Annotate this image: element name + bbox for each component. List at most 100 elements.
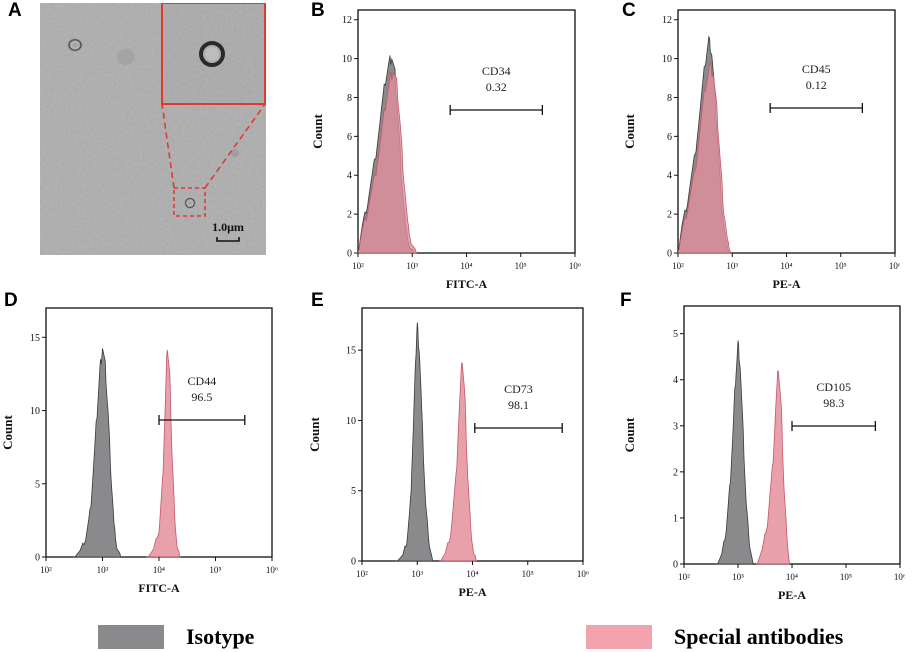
- y-tick-label: 4: [347, 171, 352, 182]
- panel-label-b: B: [311, 0, 325, 21]
- legend-swatch-isotype: [98, 625, 164, 649]
- special-antibodies-histogram: [677, 61, 732, 254]
- isotype-histogram: [395, 322, 434, 562]
- y-tick-label: 1: [673, 513, 678, 524]
- x-tick-label: 10⁴: [460, 261, 472, 271]
- legend-label-isotype: Isotype: [186, 624, 255, 649]
- y-tick-label: 6: [347, 132, 352, 143]
- y-tick-label: 6: [667, 132, 672, 143]
- x-tick-label: 10⁶: [889, 261, 900, 271]
- special-antibodies-histogram: [755, 369, 790, 565]
- selection-box: [173, 187, 206, 217]
- plot-frame: [361, 307, 584, 562]
- y-tick-label: 0: [347, 249, 352, 260]
- plot-frame: [45, 307, 273, 558]
- x-axis-label: FITC-A: [138, 581, 180, 595]
- marker-label: CD44: [188, 374, 217, 388]
- y-tick-label: 2: [673, 467, 678, 478]
- percent-label: 98.3: [823, 396, 844, 410]
- x-tick-label: 10²: [678, 572, 690, 582]
- x-tick-label: 10²: [356, 569, 368, 579]
- panel-label-c: C: [622, 0, 636, 21]
- vesicle: [184, 197, 196, 209]
- x-tick-label: 10⁶: [569, 261, 581, 271]
- x-axis-label: PE-A: [778, 588, 806, 602]
- x-tick-label: 10⁵: [522, 569, 534, 579]
- y-tick-label: 8: [667, 93, 672, 104]
- y-tick-label: 5: [673, 329, 678, 340]
- x-tick-label: 10⁴: [780, 261, 792, 271]
- x-tick-label: 10⁵: [840, 572, 852, 582]
- y-axis-label: Count: [310, 113, 325, 148]
- y-tick-label: 0: [673, 560, 678, 571]
- y-tick-label: 10: [346, 416, 356, 427]
- x-tick-label: 10⁵: [209, 565, 221, 575]
- vesicle: [67, 38, 83, 52]
- marker-label: CD45: [802, 62, 831, 76]
- y-tick-label: 5: [351, 486, 356, 497]
- percent-label: 0.12: [806, 78, 827, 92]
- y-tick-label: 12: [662, 15, 672, 26]
- isotype-histogram: [716, 340, 754, 565]
- percent-label: 96.5: [191, 390, 212, 404]
- y-tick-label: 0: [667, 249, 672, 260]
- y-axis-label: Count: [622, 417, 637, 452]
- x-tick-label: 10⁵: [515, 261, 527, 271]
- x-axis-label: PE-A: [773, 277, 801, 291]
- zoom-inset: [161, 3, 266, 105]
- percent-label: 0.32: [486, 80, 507, 94]
- y-tick-label: 0: [351, 557, 356, 568]
- y-tick-label: 15: [30, 333, 40, 344]
- x-tick-label: 10²: [40, 565, 52, 575]
- x-tick-label: 10³: [406, 261, 418, 271]
- histogram-cd105: 10² 10³ 10⁴ 10⁵ 10⁶ 0 1 2 3 4 5 PE-A Count CD105 98.3: [622, 305, 905, 602]
- x-tick-label: 10⁴: [153, 565, 165, 575]
- y-tick-label: 12: [342, 15, 352, 26]
- x-tick-label: 10²: [352, 261, 364, 271]
- special-antibodies-histogram: [439, 362, 477, 562]
- panel-label-d: D: [4, 290, 18, 311]
- x-tick-label: 10⁶: [577, 569, 589, 579]
- x-tick-label: 10⁵: [835, 261, 847, 271]
- special-antibodies-histogram: [146, 349, 181, 558]
- scale-bar: 1.0μm: [212, 220, 244, 242]
- histogram-cd73: 10² 10³ 10⁴ 10⁵ 10⁶ 0 5 10 15 PE-A Count CD73 98.1: [307, 307, 589, 599]
- tem-micrograph: 1.0μm: [40, 3, 266, 255]
- y-tick-label: 3: [673, 421, 678, 432]
- x-tick-label: 10³: [97, 565, 109, 575]
- histogram-cd45: 10² 10³ 10⁴ 10⁵ 10⁶ 0 2 4 6 8 10 12 PE-A Count CD45 0.1…: [622, 9, 900, 291]
- y-tick-label: 4: [667, 171, 672, 182]
- percent-label: 98.1: [508, 398, 529, 412]
- x-tick-label: 10³: [732, 572, 744, 582]
- y-tick-label: 0: [35, 553, 40, 564]
- x-tick-label: 10⁴: [786, 572, 798, 582]
- marker-label: CD73: [504, 382, 533, 396]
- zoom-line-right: [204, 103, 266, 189]
- x-tick-label: 10³: [411, 569, 423, 579]
- scale-bar-label: 1.0μm: [212, 220, 244, 234]
- y-axis-label: Count: [0, 414, 15, 449]
- isotype-histogram: [73, 348, 122, 558]
- x-tick-label: 10²: [672, 261, 684, 271]
- special-antibodies-histogram: [357, 71, 418, 254]
- marker-label: CD34: [482, 64, 511, 78]
- plot-frame: [683, 305, 901, 565]
- y-axis-label: Count: [307, 416, 322, 451]
- panel-label-f: F: [620, 290, 632, 311]
- x-tick-label: 10⁶: [266, 565, 278, 575]
- y-tick-label: 15: [346, 346, 356, 357]
- y-tick-label: 8: [347, 93, 352, 104]
- panel-label-e: E: [311, 290, 324, 311]
- y-tick-label: 10: [662, 54, 672, 65]
- y-tick-label: 5: [35, 479, 40, 490]
- y-tick-label: 10: [342, 54, 352, 65]
- y-tick-label: 2: [347, 210, 352, 221]
- x-tick-label: 10³: [726, 261, 738, 271]
- legend-swatch-special: [586, 625, 652, 649]
- zoom-line-left: [161, 103, 175, 189]
- x-axis-label: FITC-A: [446, 277, 488, 291]
- y-tick-label: 10: [30, 406, 40, 417]
- panel-label-a: A: [8, 0, 22, 21]
- histogram-cd44: 10² 10³ 10⁴ 10⁵ 10⁶ 0 5 10 15 FITC-A Count CD44 96.5: [0, 307, 278, 595]
- legend-label-special: Special antibodies: [674, 624, 844, 649]
